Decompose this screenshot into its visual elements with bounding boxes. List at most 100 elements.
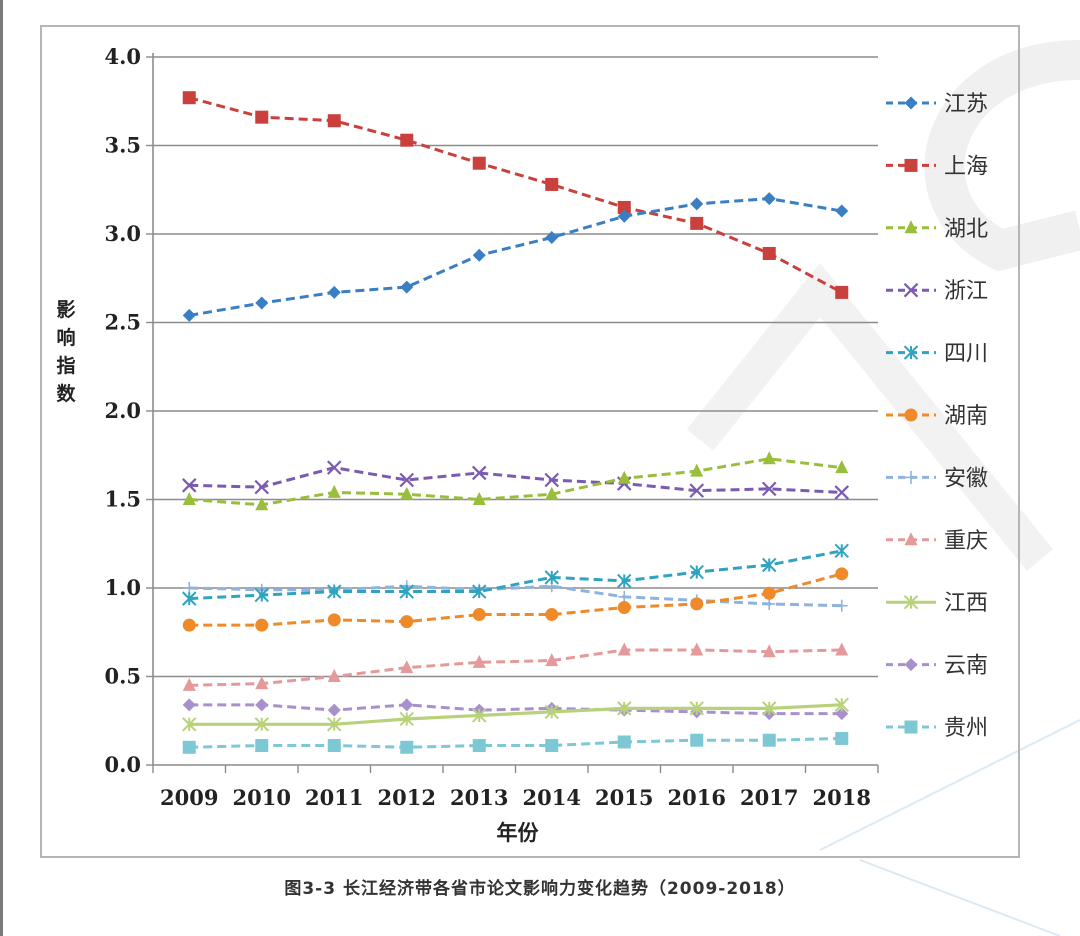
legend-label: 湖南 (944, 404, 988, 429)
data-point (689, 701, 704, 716)
legend-label: 重庆 (944, 529, 988, 554)
data-point (254, 479, 270, 495)
x-tick-label: 2016 (668, 785, 726, 810)
x-tick-label: 2011 (305, 785, 363, 810)
data-point (835, 460, 849, 474)
series-line-9 (189, 703, 842, 726)
legend-label: 上海 (944, 154, 988, 179)
legend-marker (904, 470, 918, 484)
data-point (835, 642, 849, 656)
data-point (835, 204, 849, 218)
legend-label: 江西 (944, 591, 988, 616)
series-line-1 (188, 197, 843, 317)
data-point (834, 697, 849, 713)
legend-marker (903, 345, 919, 360)
data-point (835, 731, 849, 745)
data-point (762, 451, 776, 465)
data-point (400, 615, 414, 629)
y-tick-label: 2.5 (104, 310, 141, 335)
data-point (255, 296, 269, 310)
data-point (835, 567, 849, 581)
series-line-6 (189, 572, 843, 627)
y-tick-label: 4.0 (104, 44, 141, 69)
data-point (254, 717, 269, 732)
data-point (400, 660, 414, 674)
data-point (544, 704, 559, 720)
x-tick-label: 2012 (378, 785, 436, 810)
data-point (399, 472, 415, 488)
legend-marker (904, 408, 918, 422)
data-point (762, 733, 776, 747)
data-point (326, 460, 342, 475)
data-point (762, 644, 776, 658)
legend-marker (903, 594, 919, 610)
series-line-3 (189, 457, 842, 507)
data-point (255, 497, 269, 511)
data-point (182, 492, 196, 505)
data-point (472, 248, 486, 262)
legend-marker (904, 532, 918, 546)
data-point (472, 708, 487, 723)
data-point (399, 711, 414, 727)
data-point (400, 486, 414, 500)
x-tick-label: 2014 (523, 785, 581, 810)
series-line-5 (189, 549, 843, 601)
data-point (545, 486, 559, 500)
data-point (472, 608, 486, 622)
data-point (835, 285, 849, 299)
data-point (327, 703, 341, 717)
x-tick-label: 2009 (160, 785, 218, 810)
data-point (182, 308, 196, 322)
data-point (181, 478, 197, 493)
legend-label: 贵州 (944, 716, 988, 741)
y-axis-label-char: 响 (56, 327, 76, 349)
data-point (327, 584, 342, 599)
data-point (762, 701, 777, 716)
y-tick-label: 2.0 (104, 398, 141, 423)
data-point (545, 231, 559, 245)
y-axis-label-char: 数 (56, 383, 76, 405)
data-point (690, 597, 704, 611)
data-point (182, 618, 196, 632)
data-point (472, 156, 486, 170)
data-point (255, 618, 269, 632)
data-point (472, 492, 486, 505)
data-point (255, 698, 269, 712)
data-point (617, 701, 632, 716)
data-point (617, 200, 631, 214)
data-point (472, 739, 486, 753)
data-point (834, 485, 850, 500)
data-point (182, 591, 197, 606)
data-point (690, 216, 704, 230)
data-point (690, 733, 704, 747)
series-line-8 (189, 648, 842, 687)
legend-marker (904, 720, 918, 734)
x-axis-title: 年份 (497, 821, 540, 845)
y-axis-label-char: 指 (56, 355, 76, 377)
data-point (400, 133, 414, 147)
x-tick-label: 2015 (595, 785, 653, 810)
x-tick-label: 2018 (813, 785, 871, 810)
y-tick-label: 1.5 (104, 487, 141, 512)
data-point (182, 677, 196, 691)
data-point (617, 735, 631, 749)
series-line-7 (189, 584, 842, 608)
data-point (690, 463, 704, 477)
data-point (763, 597, 776, 610)
data-point (544, 570, 559, 585)
data-point (182, 740, 196, 754)
data-point (545, 739, 559, 753)
x-tick-label: 2013 (450, 785, 508, 810)
data-point (327, 484, 341, 498)
data-point (618, 590, 631, 603)
data-point (617, 642, 631, 656)
data-point (762, 557, 777, 573)
y-tick-label: 1.0 (104, 575, 141, 600)
data-point (762, 246, 776, 260)
data-point (327, 285, 341, 299)
data-point (183, 582, 196, 594)
legend-label: 四川 (944, 342, 988, 367)
data-point (327, 739, 341, 753)
data-point (545, 653, 559, 667)
data-point (545, 177, 559, 191)
